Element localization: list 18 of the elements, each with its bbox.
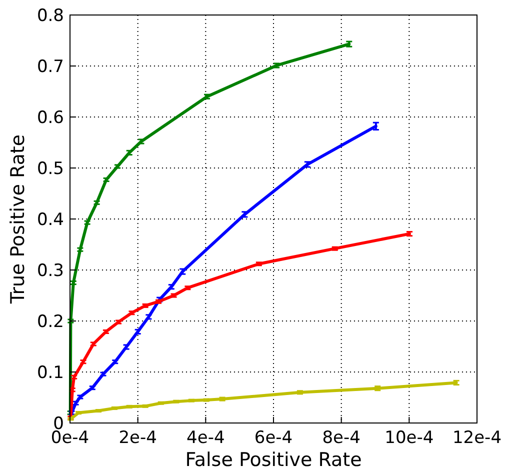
- line-series: [70, 124, 378, 414]
- y-tick-label: 0.3: [36, 260, 64, 281]
- x-tick-label: 12e-4: [452, 428, 502, 448]
- y-tick-label: 0.8: [36, 6, 64, 26]
- y-tick-label: 0.1: [36, 362, 64, 383]
- y-tick-label: 0.4: [36, 210, 64, 230]
- y-tick-label: 0.7: [36, 56, 64, 77]
- y-tick-label: 0.5: [36, 158, 64, 179]
- x-tick-label: 6e-4: [254, 428, 293, 448]
- x-tick-label: 10e-4: [384, 428, 434, 448]
- line-series: [68, 42, 351, 414]
- y-tick-label: 0.6: [36, 108, 64, 128]
- x-tick-label: 4e-4: [186, 428, 225, 448]
- x-tick-label: 8e-4: [322, 428, 360, 448]
- y-tick-label: 0.2: [36, 312, 64, 332]
- y-axis-title: True Positive Rate: [7, 134, 29, 305]
- x-tick-label: 2e-4: [118, 428, 157, 448]
- x-axis-title: False Positive Rate: [185, 449, 362, 471]
